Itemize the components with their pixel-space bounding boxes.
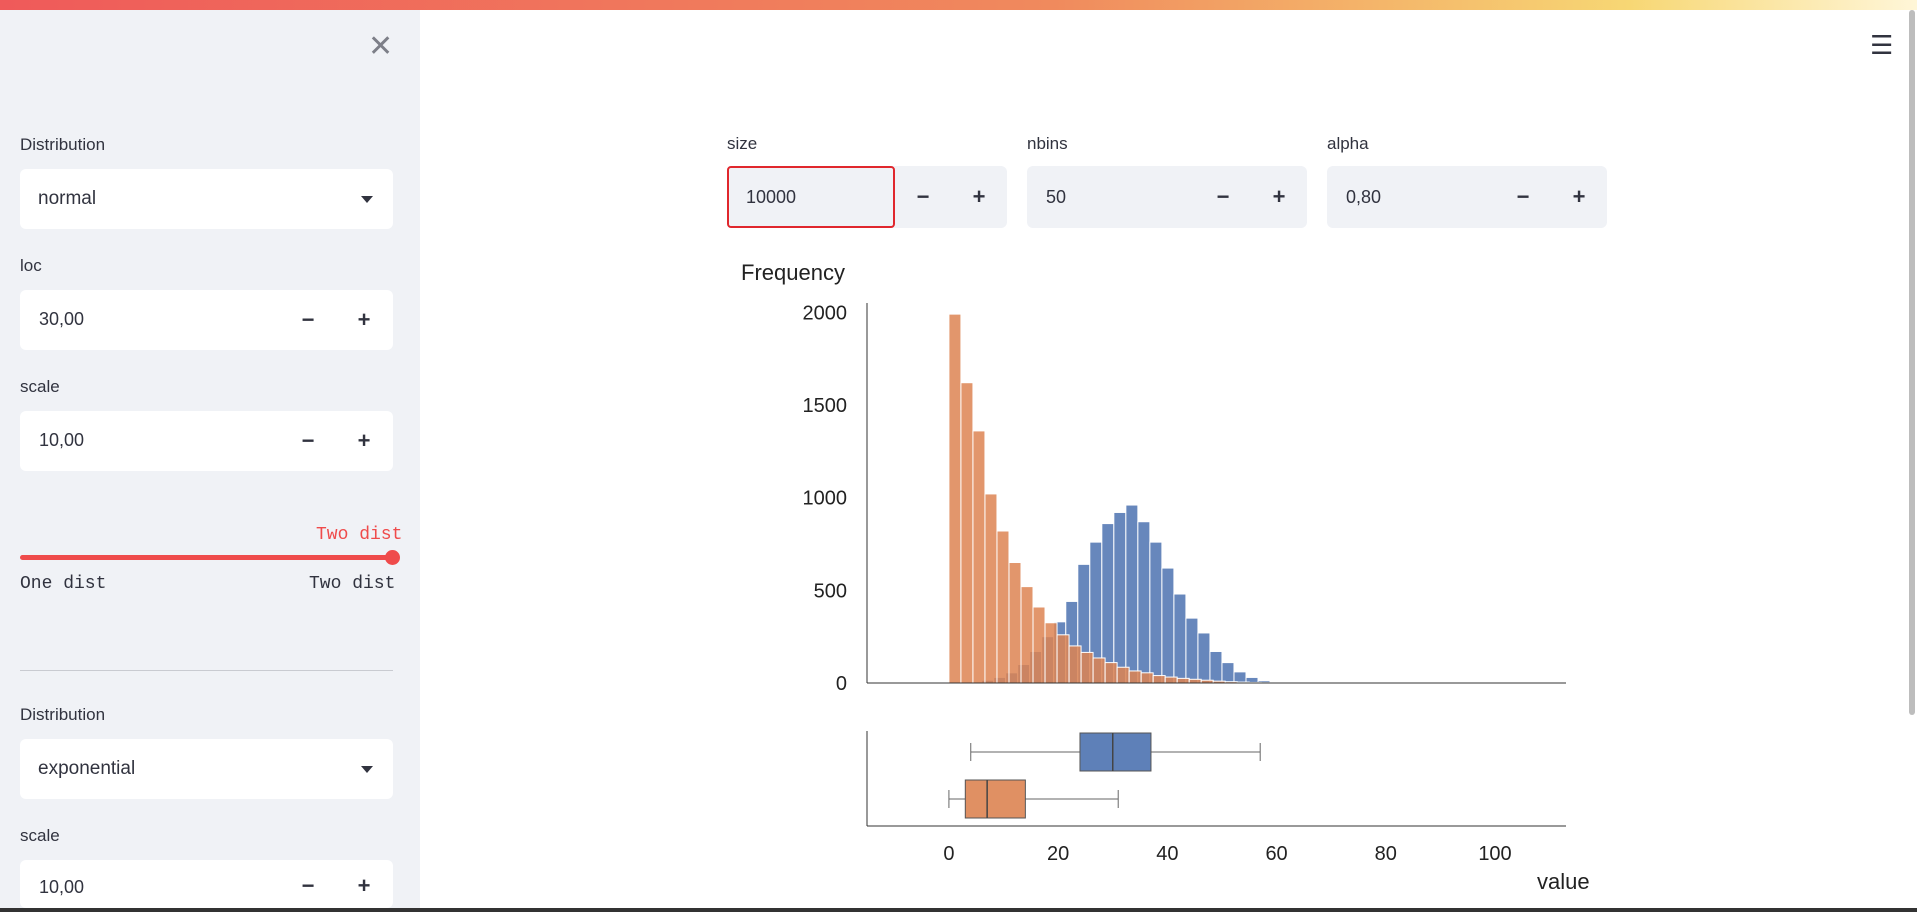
histogram-bar-exponential [1129,671,1141,683]
histogram-bar-exponential [1081,652,1093,683]
histogram-bar-exponential [1153,676,1165,683]
histogram-bar-normal [1138,522,1150,683]
scrollbar[interactable] [1909,10,1915,715]
x-tick-label: 100 [1478,843,1511,865]
y-tick-label: 2000 [803,302,848,324]
histogram-bar-exponential [961,383,973,683]
histogram-bar-normal [1114,512,1126,683]
histogram-bar-normal [1174,594,1186,683]
bottom-edge [0,908,1917,912]
y-tick-label: 1000 [803,488,848,510]
histogram-bar-exponential [1045,623,1057,683]
histogram-bar-exponential [997,531,1009,683]
histogram-bar-exponential [1141,673,1153,683]
histogram-bar-exponential [973,431,985,683]
histogram-bar-exponential [1057,635,1069,683]
x-tick-label: 20 [1047,843,1069,865]
y-tick-label: 1500 [803,395,848,417]
histogram-bar-exponential [985,494,997,683]
histogram-bar-exponential [1117,667,1129,683]
x-tick-label: 0 [943,843,954,865]
histogram-bar-normal [1126,505,1138,683]
boxplot-box [965,780,1025,818]
histogram-bar-normal [1210,651,1222,683]
boxplot-box [1080,733,1151,771]
histogram-bar-exponential [1189,679,1201,683]
x-tick-label: 60 [1265,843,1287,865]
y-tick-label: 0 [836,673,847,695]
histogram-bar-exponential [1021,587,1033,683]
y-tick-label: 500 [814,580,847,602]
histogram-bar-normal [1222,663,1234,683]
x-tick-label: 40 [1156,843,1178,865]
histogram-bar-exponential [1177,678,1189,683]
histogram-bar-normal [1198,633,1210,683]
histogram-bar-exponential [1009,563,1021,683]
histogram-bar-exponential [1093,658,1105,683]
histogram-bar-normal [1162,568,1174,683]
histogram-bar-exponential [1069,646,1081,683]
histogram-bar-exponential [1033,607,1045,683]
x-axis-label: value [1537,869,1590,894]
y-axis-label: Frequency [741,260,845,285]
histogram-bar-normal [1186,618,1198,683]
histogram-bar-exponential [1105,663,1117,683]
histogram-bar-normal [1150,542,1162,683]
histogram-bar-exponential [1165,677,1177,683]
x-tick-label: 80 [1375,843,1397,865]
histogram-bar-exponential [949,314,961,683]
